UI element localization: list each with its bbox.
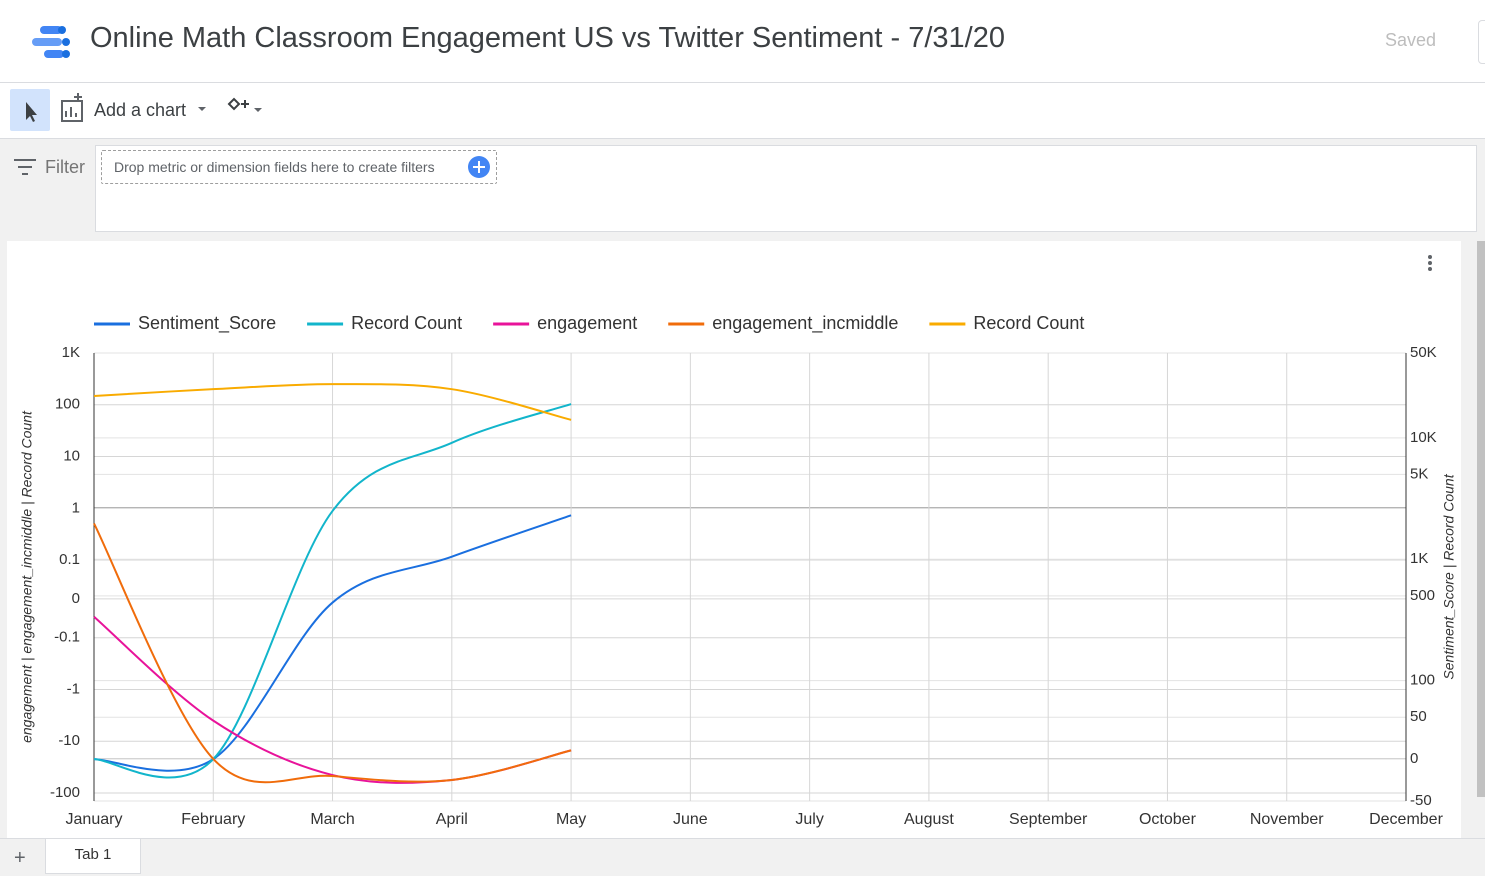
y2-tick-label: -50 (1410, 792, 1432, 809)
y-tick-label: -10 (58, 732, 80, 749)
filter-drop-zone[interactable]: Drop metric or dimension fields here to … (101, 150, 497, 184)
legend-item: engagement (493, 313, 637, 333)
legend-label: Sentiment_Score (138, 313, 276, 334)
legend-item: engagement_incmiddle (668, 313, 898, 334)
y-tick-label: 100 (55, 396, 80, 413)
y-tick-label: 0.1 (59, 551, 80, 568)
x-tick-label: May (556, 811, 586, 828)
series-line (93, 403, 572, 779)
y-tick-label: 10 (63, 447, 80, 464)
legend-item: Sentiment_Score (94, 313, 276, 334)
x-tick-label: June (673, 811, 708, 828)
y-axis-title: engagement | engagement_incmiddle | Reco… (19, 410, 35, 743)
filter-label: Filter (45, 157, 85, 177)
x-tick-label: December (1369, 811, 1443, 828)
chart: engagement | engagement_incmiddle | Reco… (19, 255, 1457, 828)
filter-icon (14, 159, 36, 175)
filter-box (95, 145, 1477, 232)
tab-bar: + Tab 1 (0, 838, 1485, 876)
add-filter[interactable] (467, 155, 491, 179)
series-line (93, 383, 572, 421)
legend-label: engagement_incmiddle (712, 313, 898, 334)
x-tick-label: March (310, 811, 354, 828)
x-tick-label: September (1009, 811, 1088, 828)
logo (32, 26, 70, 58)
more-menu[interactable] (1428, 255, 1432, 271)
toolbar-icons (10, 89, 262, 131)
drop-hint: Drop metric or dimension fields here to … (114, 159, 435, 175)
legend-item: Record Count (929, 313, 1084, 333)
series-line (93, 522, 572, 784)
y-tick-label: 1 (72, 499, 80, 516)
y-tick-label: -100 (50, 784, 80, 801)
y2-tick-label: 5K (1410, 465, 1428, 482)
y2-tick-label: 500 (1410, 587, 1435, 604)
y2-tick-label: 10K (1410, 429, 1437, 446)
y-tick-label: -0.1 (54, 629, 80, 646)
report-title: Online Math Classroom Engagement US vs T… (90, 22, 1006, 54)
legend-item: Record Count (307, 313, 462, 333)
x-tick-label: October (1139, 811, 1197, 828)
y2-tick-label: 0 (1410, 750, 1418, 767)
legend-label: Record Count (973, 313, 1084, 333)
x-tick-label: November (1250, 811, 1324, 828)
scrollbar[interactable] (1477, 241, 1485, 797)
y2-tick-label: 50 (1410, 708, 1427, 725)
y-tick-label: -1 (67, 680, 80, 697)
x-tick-label: April (436, 811, 468, 828)
legend-label: Record Count (351, 313, 462, 333)
x-tick-label: February (181, 811, 245, 828)
series-line (93, 514, 572, 772)
x-tick-label: August (904, 811, 954, 828)
chart-card (7, 241, 1461, 838)
add-tab[interactable]: + (14, 847, 26, 869)
legend-label: engagement (537, 313, 637, 333)
x-tick-label: January (66, 811, 123, 828)
button-edge[interactable] (1478, 20, 1485, 64)
add-chart[interactable]: Add a chart (94, 100, 187, 120)
save-status: Saved (1385, 30, 1437, 50)
header: Online Math Classroom Engagement US vs T… (0, 0, 1485, 83)
y2-axis-title: Sentiment_Score | Record Count (1441, 473, 1457, 679)
tab[interactable]: Tab 1 (45, 839, 141, 874)
y-tick-label: 1K (62, 344, 80, 361)
y-tick-label: 0 (72, 590, 80, 607)
x-tick-label: July (795, 811, 823, 828)
toolbar: Add a chart (0, 83, 1485, 139)
y2-tick-label: 50K (1410, 344, 1437, 361)
y2-tick-label: 100 (1410, 672, 1435, 689)
y2-tick-label: 1K (1410, 550, 1428, 567)
